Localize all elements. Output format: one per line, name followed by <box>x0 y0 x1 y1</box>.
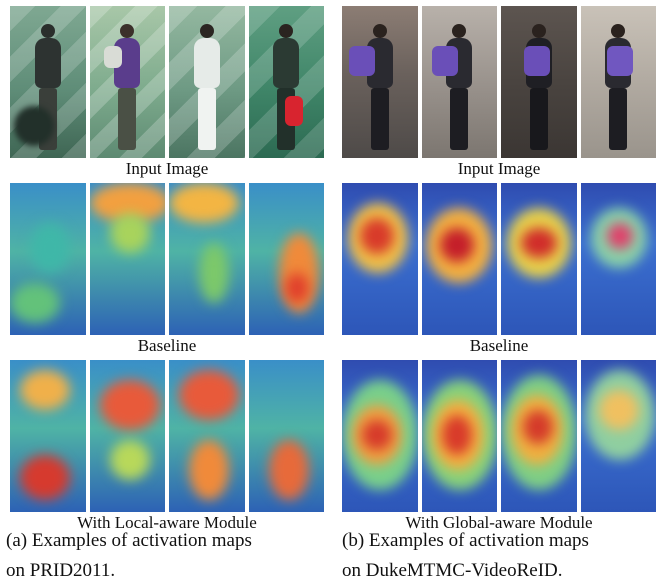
duke-baseline-map-4 <box>580 183 656 335</box>
prid-baseline-row <box>10 183 324 335</box>
duke-global-aware-row <box>342 360 656 512</box>
row-label-local-aware: With Local-aware Module <box>77 513 257 532</box>
caption-prid: (a) Examples of activation maps on PRID2… <box>6 526 316 586</box>
prid-local-aware-map-2 <box>89 360 165 512</box>
caption-duke: (b) Examples of activation maps on DukeM… <box>342 526 652 586</box>
row-label-baseline: Baseline <box>469 336 529 355</box>
duke-baseline-map-2 <box>421 183 497 335</box>
caption-duke-line-1: (b) Examples of activation maps <box>342 530 589 551</box>
duke-panel: Input Image Baseline <box>342 6 656 537</box>
caption-duke-line-2: on DukeMTMC-VideoReID. <box>342 560 563 581</box>
caption-prid-line-2: on PRID2011. <box>6 560 116 581</box>
duke-input-image-2 <box>421 6 497 158</box>
duke-input-image-1 <box>342 6 418 158</box>
duke-baseline-map-1 <box>342 183 418 335</box>
row-label-input-image: Input Image <box>457 159 541 178</box>
row-label-baseline: Baseline <box>137 336 197 355</box>
prid-baseline-map-1 <box>10 183 86 335</box>
prid-input-image-4 <box>248 6 324 158</box>
prid-input-image-1 <box>10 6 86 158</box>
duke-baseline-map-3 <box>501 183 577 335</box>
duke-global-aware-map-3 <box>501 360 577 512</box>
prid-baseline-map-2 <box>89 183 165 335</box>
duke-baseline-row <box>342 183 656 335</box>
prid-input-row <box>10 6 324 158</box>
prid-baseline-map-4 <box>248 183 324 335</box>
duke-global-aware-map-4 <box>580 360 656 512</box>
caption-prid-line-1: (a) Examples of activation maps <box>6 530 252 551</box>
prid-local-aware-map-1 <box>10 360 86 512</box>
prid-baseline-map-3 <box>169 183 245 335</box>
prid-local-aware-map-3 <box>169 360 245 512</box>
prid-local-aware-row <box>10 360 324 512</box>
duke-global-aware-map-1 <box>342 360 418 512</box>
prid-local-aware-map-4 <box>248 360 324 512</box>
prid-input-image-3 <box>169 6 245 158</box>
duke-global-aware-map-2 <box>421 360 497 512</box>
duke-input-image-3 <box>501 6 577 158</box>
prid-panel: Input Image Baseline <box>10 6 324 537</box>
duke-input-row <box>342 6 656 158</box>
duke-input-image-4 <box>580 6 656 158</box>
prid-input-image-2 <box>89 6 165 158</box>
row-label-global-aware: With Global-aware Module <box>405 513 593 532</box>
row-label-input-image: Input Image <box>125 159 209 178</box>
